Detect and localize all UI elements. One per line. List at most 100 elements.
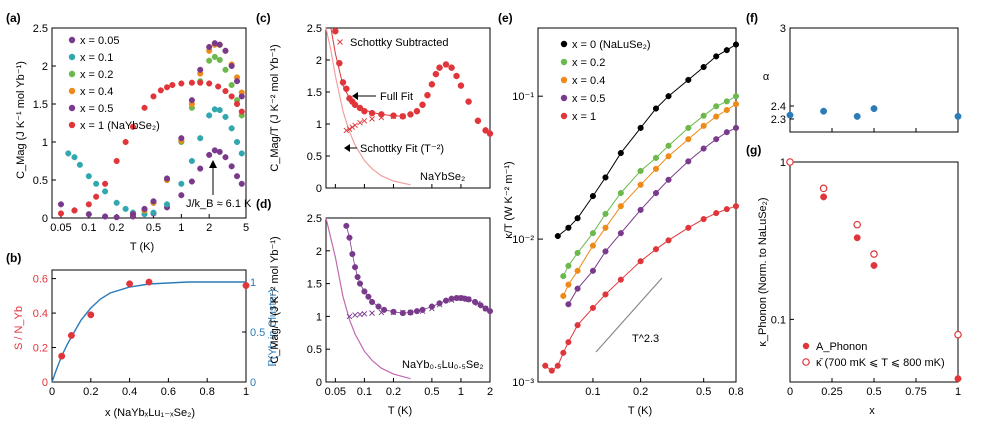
e-slope-guide [595, 277, 663, 353]
c-data-point [453, 72, 460, 80]
b-xtick-label: 0.6 [161, 386, 176, 398]
b-point [87, 311, 95, 319]
c-data-point [465, 98, 472, 105]
d-xlabel: T (K) [388, 405, 412, 417]
e-series-2-point [665, 153, 672, 160]
a-xtick-label: 1 [178, 222, 184, 234]
g-legend-marker-open [802, 358, 810, 366]
e-series-2-point [732, 101, 740, 108]
f-point [954, 112, 962, 120]
a-legend-marker [68, 121, 76, 129]
a-series-0-point [233, 173, 241, 180]
g-series-1-point [870, 250, 878, 258]
e-series-0-point [565, 224, 572, 231]
e-series-4-point [700, 216, 707, 223]
e-series-1-point [732, 93, 740, 100]
b-frame [51, 269, 247, 383]
d-ytick-label: 0 [316, 377, 322, 389]
a-series-1-point [113, 199, 120, 206]
e-series-3-point [732, 124, 740, 131]
a-legend-label: x = 0.2 [80, 69, 113, 81]
a-series-1-point [163, 201, 171, 208]
g-xtick-label: 0.5 [866, 386, 881, 398]
panel-label-g: (g) [746, 143, 761, 157]
c-data-point [378, 111, 385, 118]
c-subtracted-point [361, 117, 368, 124]
e-series-1-point [723, 98, 730, 105]
d-data-point [428, 303, 435, 310]
a-series-1-point [178, 180, 185, 187]
a-frame [51, 27, 247, 219]
c-data-point [432, 70, 440, 78]
e-slope-label: T^2.3 [632, 333, 659, 345]
d-ytick-label: 2.5 [307, 213, 322, 225]
e-series-4-point [637, 258, 644, 265]
e-xtick-label: 0.1 [585, 386, 600, 398]
a-series-0-point [102, 213, 109, 220]
a-legend-label: x = 0.5 [80, 103, 113, 115]
a-series-5-point [238, 108, 245, 115]
c-arrow-schottky-head [344, 144, 350, 152]
e-series-2-point [713, 113, 720, 120]
a-legend-marker [68, 53, 76, 61]
e-series-3-point [617, 230, 624, 237]
e-series-4-point [554, 362, 561, 369]
a-series-5-point [102, 180, 109, 187]
c-legend-marker [337, 39, 343, 45]
c-data-point [413, 107, 421, 115]
c-schottky-fit [325, 27, 411, 186]
f-ylabel: α [763, 71, 770, 83]
a-series-4-point [163, 175, 171, 182]
a-series-5-point [169, 81, 176, 89]
panel-label-c: (c) [256, 11, 271, 25]
d-sample-label: NaYb₀.₅Lu₀.₅Se₂ [402, 359, 484, 371]
d-data-point [365, 293, 372, 300]
a-ytick-label: 1 [42, 137, 48, 149]
c-subtracted-point [369, 116, 375, 122]
e-legend-marker [560, 94, 568, 102]
a-series-1-point [122, 205, 129, 212]
g-series-0-point [954, 375, 962, 383]
d-data-point [471, 298, 479, 306]
a-series-4-point [129, 211, 137, 218]
panel-label-f: (f) [746, 11, 758, 25]
a-series-2-point [216, 56, 223, 63]
a-series-1-point [206, 112, 213, 119]
e-series-2-point [685, 136, 692, 143]
a-series-4-point [188, 97, 195, 104]
a-series-4-point [141, 205, 148, 212]
f-ytick-label: 2.4 [771, 101, 786, 113]
e-series-1-point [665, 142, 672, 149]
e-series-3-point [713, 136, 720, 143]
b-ytick-label-right: 0.5 [250, 327, 265, 339]
c-data-point [474, 117, 482, 125]
d-data-point [346, 234, 353, 241]
a-legend-marker [68, 70, 76, 78]
panel-label-b: (b) [6, 251, 21, 265]
a-series-0-point [188, 178, 195, 185]
e-xtick-label: 0.2 [633, 386, 648, 398]
e-series-4-point [548, 367, 555, 374]
e-series-1-point [602, 210, 609, 217]
e-series-1-point [637, 167, 644, 174]
e-series-0-point [652, 105, 660, 112]
d-subtracted-point [346, 313, 353, 320]
d-data-point [349, 251, 356, 258]
c-subtracted-point [346, 126, 353, 132]
b-ytick-label-left: 0 [42, 377, 48, 389]
g-ytick-label: 1 [780, 157, 786, 169]
a-series-4-point [222, 47, 229, 54]
a-series-1-point [188, 157, 195, 165]
e-series-0-point [713, 53, 720, 60]
c-data-point [442, 61, 450, 68]
g-series-1-point [853, 220, 862, 229]
c-data-point [336, 59, 343, 67]
d-data-point [442, 297, 450, 304]
a-xtick-label: 2 [206, 222, 212, 234]
a-series-5-point [150, 93, 157, 100]
g-legend-label-1: κ̄ (700 mK ⩽ T ⩽ 800 mK) [816, 357, 945, 369]
a-legend-marker [68, 104, 76, 112]
a-series-1-point [211, 106, 218, 113]
a-series-5-point [197, 79, 204, 86]
